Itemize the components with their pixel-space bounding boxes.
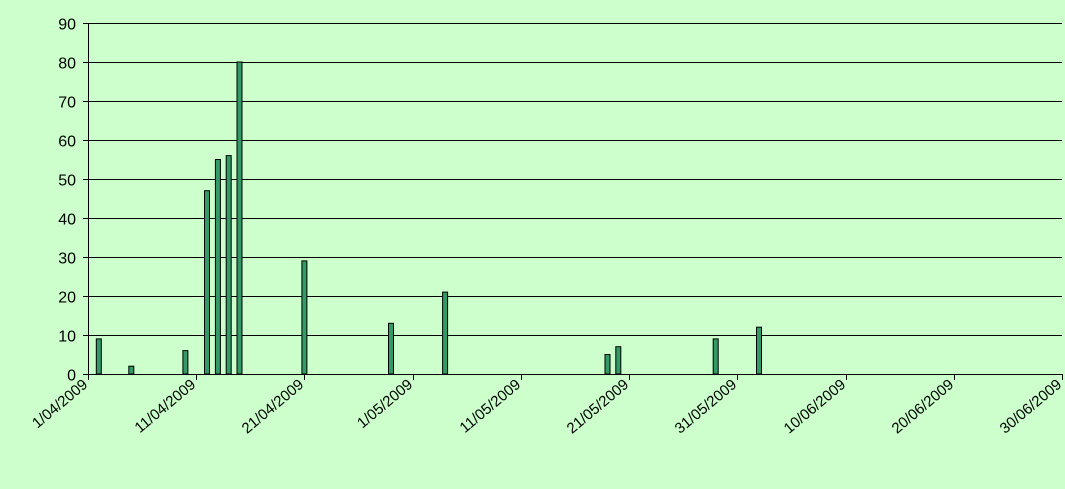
bar bbox=[388, 322, 394, 375]
gridlines bbox=[88, 23, 1062, 336]
x-tick-label: 11/05/2009 bbox=[456, 376, 524, 437]
bar bbox=[214, 159, 221, 375]
bar bbox=[236, 61, 243, 375]
x-tick-labels: 1/04/2009 11/04/2009 21/04/2009 1/05/2009 11… bbox=[29, 376, 1065, 437]
bar bbox=[225, 155, 232, 375]
bars bbox=[95, 61, 762, 375]
bar bbox=[442, 291, 449, 375]
bar bbox=[604, 354, 611, 375]
bar bbox=[712, 338, 719, 375]
y-tick-label: 50 bbox=[58, 173, 76, 190]
y-tick-label: 90 bbox=[58, 17, 76, 34]
x-tick-label: 31/05/2009 bbox=[672, 376, 740, 437]
y-tick-label: 30 bbox=[58, 251, 76, 268]
bar bbox=[756, 326, 762, 375]
x-tick-label: 11/04/2009 bbox=[131, 376, 199, 437]
x-tick-label: 10/06/2009 bbox=[781, 376, 849, 437]
x-tick-label: 1/04/2009 bbox=[29, 376, 91, 432]
bar bbox=[204, 190, 210, 375]
y-tick-label: 70 bbox=[58, 95, 76, 112]
bar bbox=[128, 365, 135, 375]
y-tick-label: 20 bbox=[58, 290, 76, 307]
bar bbox=[301, 260, 308, 375]
y-tick-label: 40 bbox=[58, 212, 76, 229]
y-tick-label: 80 bbox=[58, 56, 76, 73]
y-tick-label: 60 bbox=[58, 134, 76, 151]
bar bbox=[615, 346, 622, 375]
axes bbox=[83, 23, 1063, 380]
x-tick-label: 30/06/2009 bbox=[997, 376, 1065, 437]
x-tick-label: 21/05/2009 bbox=[564, 376, 632, 437]
x-tick-label: 1/05/2009 bbox=[354, 376, 416, 432]
y-tick-labels: 0 10 20 30 40 50 60 70 80 90 bbox=[58, 17, 76, 385]
y-tick-label: 0 bbox=[67, 368, 76, 385]
x-tick-label: 20/06/2009 bbox=[889, 376, 957, 437]
y-tick-label: 10 bbox=[58, 329, 76, 346]
x-tick-label: 21/04/2009 bbox=[239, 376, 307, 437]
bar bbox=[182, 350, 189, 375]
bar bbox=[95, 338, 102, 375]
